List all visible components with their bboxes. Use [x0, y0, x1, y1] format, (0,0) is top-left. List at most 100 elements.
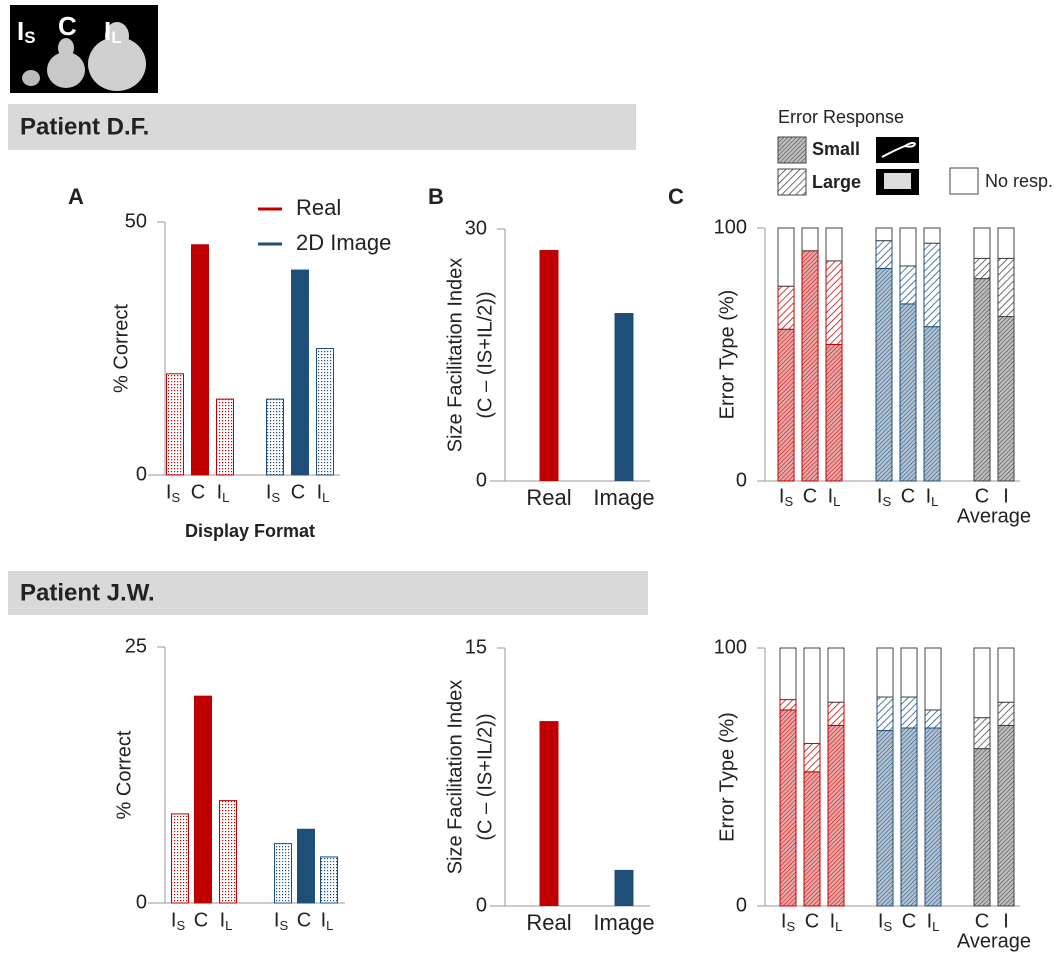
x-tick-label: IS: [781, 910, 796, 934]
x-tick-label: Image: [593, 910, 654, 935]
x-tick-label: Real: [526, 485, 571, 510]
bar-segment: [828, 702, 844, 725]
x-tick-label: C: [901, 485, 915, 507]
bar: [220, 801, 237, 903]
x-tick-label: IL: [828, 485, 841, 509]
legend-swatch: [778, 137, 806, 163]
x-tick-label: IS: [878, 910, 893, 934]
group-label: Average: [957, 930, 1031, 952]
bar: [167, 374, 184, 475]
bar-segment: [924, 228, 940, 243]
x-tick-label: C: [291, 481, 305, 503]
bar-segment: [780, 710, 796, 906]
y-axis-label: (C – (IS+IL/2)): [474, 291, 496, 418]
image-label: C: [58, 11, 77, 41]
panel-title: Patient D.F.: [20, 113, 149, 140]
bar-segment: [778, 329, 794, 481]
x-tick-label: C: [902, 910, 916, 932]
bar: [298, 829, 315, 903]
bar-segment: [804, 743, 820, 771]
x-tick-label: IL: [927, 910, 940, 934]
bar-segment: [802, 228, 818, 251]
bar: [317, 349, 334, 476]
y-axis-label: % Correct: [110, 304, 132, 393]
y-tick-label: 0: [476, 469, 487, 491]
bar-segment: [901, 697, 917, 728]
bar-segment: [925, 728, 941, 906]
x-tick-label: C: [805, 910, 819, 932]
panel-letter: A: [68, 184, 84, 209]
x-tick-label: IS: [877, 485, 892, 509]
bar-segment: [802, 251, 818, 481]
bar-segment: [998, 317, 1014, 481]
pear-small: [22, 70, 40, 86]
bar: [275, 844, 292, 903]
x-tick-label: C: [975, 485, 989, 507]
bar-segment: [974, 648, 990, 718]
y-tick-label: 100: [714, 216, 747, 238]
legend-label: 2D Image: [296, 230, 391, 255]
y-tick-label: 0: [136, 463, 147, 485]
bar: [615, 870, 634, 906]
x-tick-label: C: [803, 485, 817, 507]
y-tick-label: 0: [736, 469, 747, 491]
y-tick-label: 0: [476, 894, 487, 916]
x-tick-label: IS: [779, 485, 794, 509]
x-tick-label: IS: [266, 481, 281, 505]
bar: [615, 313, 634, 481]
x-tick-label: IL: [926, 485, 939, 509]
bar-segment: [900, 266, 916, 304]
bar: [217, 399, 234, 475]
bar-segment: [925, 710, 941, 728]
bar-segment: [901, 728, 917, 906]
bar-segment: [877, 731, 893, 906]
bar: [172, 814, 189, 903]
bar-segment: [974, 258, 990, 278]
bar-segment: [998, 648, 1014, 702]
legend-label: Large: [812, 172, 861, 192]
x-tick-label: C: [975, 910, 989, 932]
x-tick-label: IS: [166, 481, 181, 505]
legend-title: Error Response: [778, 107, 904, 127]
bed-shape: [884, 173, 911, 189]
bar-segment: [826, 261, 842, 344]
y-axis-label: % Correct: [113, 730, 135, 819]
bar-segment: [780, 700, 796, 710]
y-axis-label: Size Facilitation Index: [444, 258, 466, 453]
x-tick-label: IL: [317, 481, 330, 505]
panel-letter: B: [428, 184, 444, 209]
bar: [192, 245, 209, 475]
x-tick-label: Image: [593, 485, 654, 510]
y-axis-label: Error Type (%): [716, 712, 738, 842]
bar-segment: [877, 648, 893, 697]
bar-segment: [900, 304, 916, 481]
bar-segment: [780, 648, 796, 700]
x-tick-label: IL: [321, 909, 334, 933]
bar-segment: [900, 228, 916, 266]
bar-segment: [998, 258, 1014, 316]
x-tick-label: C: [194, 909, 208, 931]
bar-segment: [876, 241, 892, 269]
bar: [195, 696, 212, 903]
panel-letter: C: [668, 184, 684, 209]
bar-segment: [974, 228, 990, 258]
bar-segment: [804, 648, 820, 743]
legend-label: No resp.: [985, 171, 1053, 191]
x-tick-label: I: [1003, 485, 1009, 507]
bar-segment: [826, 228, 842, 261]
y-tick-label: 15: [465, 636, 487, 658]
y-tick-label: 100: [714, 636, 747, 658]
y-tick-label: 25: [125, 635, 147, 657]
bar-segment: [998, 228, 1014, 258]
bar-segment: [924, 243, 940, 326]
bar-segment: [778, 286, 794, 329]
bar-segment: [998, 702, 1014, 725]
bar-segment: [901, 648, 917, 697]
y-tick-label: 30: [465, 217, 487, 239]
bar-segment: [998, 725, 1014, 906]
legend-swatch: [950, 168, 978, 194]
pear-center-top: [58, 38, 74, 58]
y-tick-label: 0: [736, 894, 747, 916]
x-tick-label: IL: [220, 909, 233, 933]
bar-segment: [828, 648, 844, 702]
